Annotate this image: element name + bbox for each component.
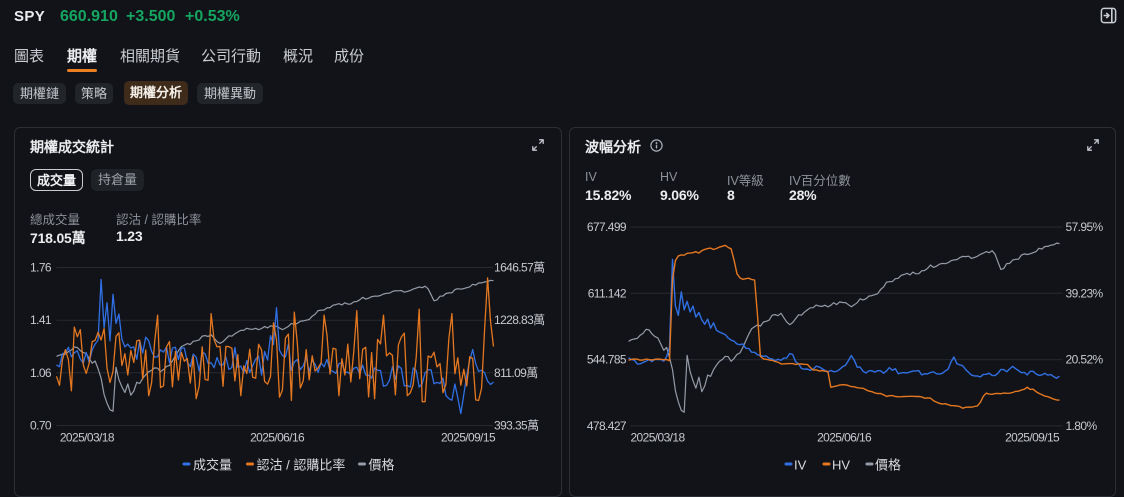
svg-text:IV: IV	[794, 458, 807, 473]
svg-text:價格: 價格	[369, 458, 395, 473]
svg-text:2025/09/15: 2025/09/15	[441, 431, 496, 445]
svg-text:39.23%: 39.23%	[1066, 286, 1104, 300]
svg-text:1646.57萬: 1646.57萬	[494, 261, 545, 275]
svg-text:57.95%: 57.95%	[1066, 220, 1104, 234]
svg-text:成交量: 成交量	[193, 458, 232, 473]
svg-text:0.70: 0.70	[30, 419, 52, 433]
svg-text:478.427: 478.427	[587, 419, 627, 433]
svg-text:認沽 / 認購比率: 認沽 / 認購比率	[257, 458, 346, 473]
svg-text:1.06: 1.06	[30, 366, 52, 380]
svg-text:677.499: 677.499	[587, 220, 627, 234]
svg-text:811.09萬: 811.09萬	[494, 366, 538, 380]
svg-text:1.76: 1.76	[30, 261, 52, 275]
svg-text:2025/03/18: 2025/03/18	[60, 431, 115, 445]
svg-text:1228.83萬: 1228.83萬	[494, 313, 545, 327]
svg-text:2025/06/16: 2025/06/16	[817, 431, 872, 445]
svg-text:HV: HV	[832, 458, 850, 473]
svg-text:20.52%: 20.52%	[1066, 353, 1104, 367]
svg-text:544.785: 544.785	[587, 353, 627, 367]
svg-text:611.142: 611.142	[588, 286, 627, 300]
svg-text:2025/03/18: 2025/03/18	[630, 431, 685, 445]
svg-text:1.41: 1.41	[30, 313, 52, 327]
svg-text:2025/06/16: 2025/06/16	[250, 431, 305, 445]
svg-text:2025/09/15: 2025/09/15	[1005, 431, 1060, 445]
svg-text:393.35萬: 393.35萬	[494, 419, 539, 433]
svg-text:價格: 價格	[875, 458, 901, 473]
svg-text:1.80%: 1.80%	[1066, 419, 1098, 433]
